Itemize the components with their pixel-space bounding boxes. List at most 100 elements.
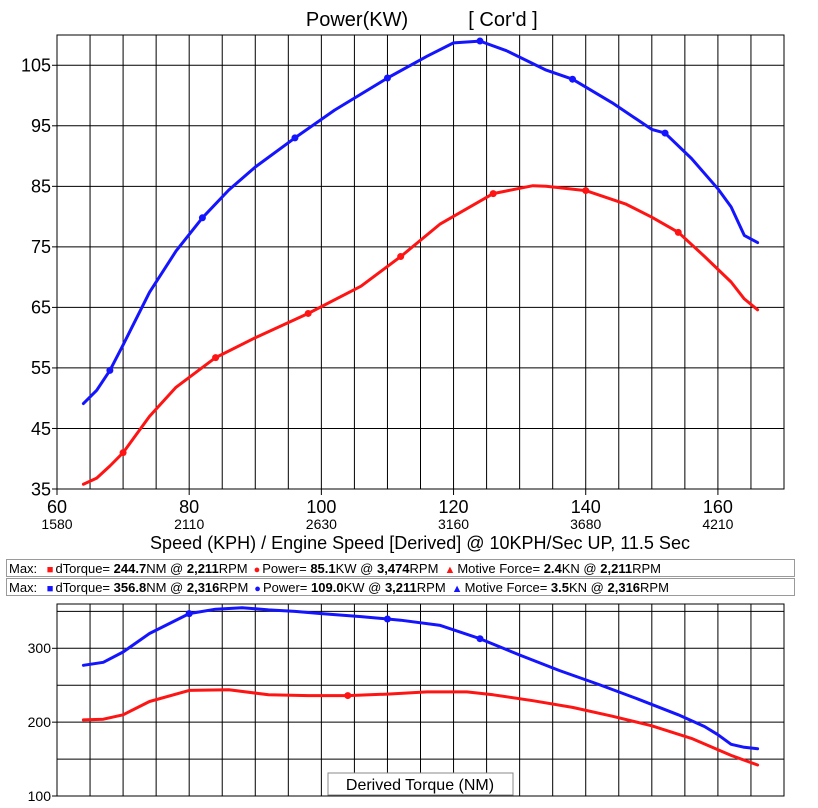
- series-line-0: [81, 606, 760, 751]
- y-tick-label: 75: [31, 237, 51, 257]
- legend-unit: KN @: [569, 580, 604, 595]
- y-tick-label: 65: [31, 298, 51, 318]
- series-point: [198, 214, 206, 222]
- legend-unit: NM @: [146, 580, 184, 595]
- series-point: [383, 74, 391, 82]
- x-axis-label: Speed (KPH) / Engine Speed [Derived] @ 1…: [150, 533, 690, 553]
- series-point: [397, 253, 405, 261]
- x-tick-label-rpm: 4210: [702, 516, 733, 532]
- series-point: [582, 187, 590, 195]
- legend-rpm-unit: RPM: [416, 580, 446, 595]
- series-point: [674, 228, 682, 236]
- x-tick-label-rpm: 2110: [174, 516, 204, 532]
- series-line-1: [81, 184, 760, 486]
- legend-value: 3.5: [550, 580, 569, 595]
- x-tick-label: 120: [439, 497, 469, 517]
- legend-label: dTorque=: [55, 561, 111, 576]
- y-tick-label: 45: [31, 419, 51, 439]
- series-point: [383, 615, 391, 623]
- legend-label: Power=: [262, 561, 307, 576]
- legend-rpm-unit: RPM: [640, 580, 669, 595]
- series-point: [661, 129, 669, 137]
- series-point: [212, 354, 220, 362]
- legend-prefix: Max:: [9, 561, 38, 576]
- series-line-0: [81, 39, 760, 406]
- chart-subtitle: [ Cor'd ]: [468, 9, 537, 31]
- torque-grid: [57, 604, 784, 796]
- series-point: [476, 635, 484, 643]
- y-tick-label: 200: [28, 714, 52, 730]
- legend-label: Motive Force=: [457, 561, 541, 576]
- legend-unit: KW @: [343, 580, 382, 595]
- series-point: [304, 309, 312, 317]
- legend-value: 85.1: [310, 561, 336, 576]
- x-tick-label: 60: [47, 497, 67, 517]
- legend-rpm: 2,316: [607, 580, 641, 595]
- circle-marker-icon: ●: [253, 564, 261, 576]
- square-marker-icon: ■: [46, 583, 54, 595]
- x-tick-label-rpm: 2630: [306, 516, 337, 532]
- y-tick-label: 300: [28, 640, 52, 656]
- chart-title: Power(KW): [306, 9, 408, 31]
- square-marker-icon: ■: [46, 564, 54, 576]
- legend-rpm: 2,316: [186, 580, 220, 595]
- series-point: [489, 190, 497, 198]
- x-tick-label-rpm: 1580: [41, 516, 72, 532]
- legend-rpm: 3,474: [377, 561, 410, 576]
- series-point: [476, 37, 484, 45]
- legend-row-red: Max: ■ dTorque= 244.7NM @ 2,211RPM ● Power=…: [6, 559, 795, 577]
- legend-value: 356.8: [113, 580, 147, 595]
- legend-rpm: 3,211: [384, 580, 417, 595]
- y-tick-label: 95: [31, 116, 51, 136]
- torque-y-ticks: 100 200 300: [28, 640, 57, 804]
- legend-value: 244.7: [113, 561, 147, 576]
- power-y-ticks: 35 45 55 65 75 85 95 105: [21, 56, 57, 499]
- series-point: [344, 692, 352, 700]
- legend-rpm-unit: RPM: [219, 580, 249, 595]
- legend-label: Power=: [262, 580, 308, 595]
- torque-chart: 100 200 300 Derived Torque (NM): [28, 603, 785, 804]
- series-point: [185, 610, 193, 618]
- y-tick-label: 55: [31, 358, 51, 378]
- legend-value: 109.0: [311, 580, 344, 595]
- legend-label: dTorque=: [55, 580, 111, 595]
- power-grid: [57, 35, 784, 489]
- series-point: [569, 75, 577, 83]
- x-tick-label: 80: [179, 497, 199, 517]
- legend-rpm: 2,211: [600, 561, 633, 576]
- legend-rpm-unit: RPM: [409, 561, 439, 576]
- legend-value: 2.4: [543, 561, 562, 576]
- legend-unit: NM @: [146, 561, 184, 576]
- power-series: [81, 37, 760, 486]
- legend-prefix: Max:: [9, 580, 38, 595]
- legend-unit: KN @: [561, 561, 597, 576]
- torque-series: [81, 606, 760, 767]
- x-tick-label: 100: [306, 497, 336, 517]
- y-tick-label: 85: [31, 177, 51, 197]
- circle-marker-icon: ●: [254, 583, 261, 595]
- triangle-marker-icon: ▲: [444, 564, 456, 576]
- x-tick-label: 140: [571, 497, 601, 517]
- torque-title-box: [327, 772, 514, 796]
- x-tick-label-rpm: 3680: [570, 516, 601, 532]
- series-point: [119, 449, 127, 457]
- legend-unit: KW @: [335, 561, 374, 576]
- series-point: [291, 134, 299, 142]
- triangle-marker-icon: ▲: [451, 583, 463, 595]
- legend-rpm-unit: RPM: [218, 561, 248, 576]
- legend-row-blue: Max: ■ dTorque= 356.8NM @ 2,316RPM ● Power=…: [6, 578, 795, 596]
- y-tick-label: 100: [28, 788, 52, 804]
- y-tick-label: 35: [31, 479, 51, 499]
- legend-label: Motive Force=: [464, 580, 548, 595]
- legend-rpm: 2,211: [186, 561, 219, 576]
- legend-rpm-unit: RPM: [632, 561, 661, 576]
- y-tick-label: 105: [21, 56, 51, 76]
- torque-chart-title: Derived Torque (NM): [346, 777, 494, 794]
- series-point: [106, 366, 114, 374]
- x-tick-label: 160: [703, 497, 733, 517]
- x-tick-label-rpm: 3160: [438, 516, 469, 532]
- series-line-1: [81, 688, 760, 767]
